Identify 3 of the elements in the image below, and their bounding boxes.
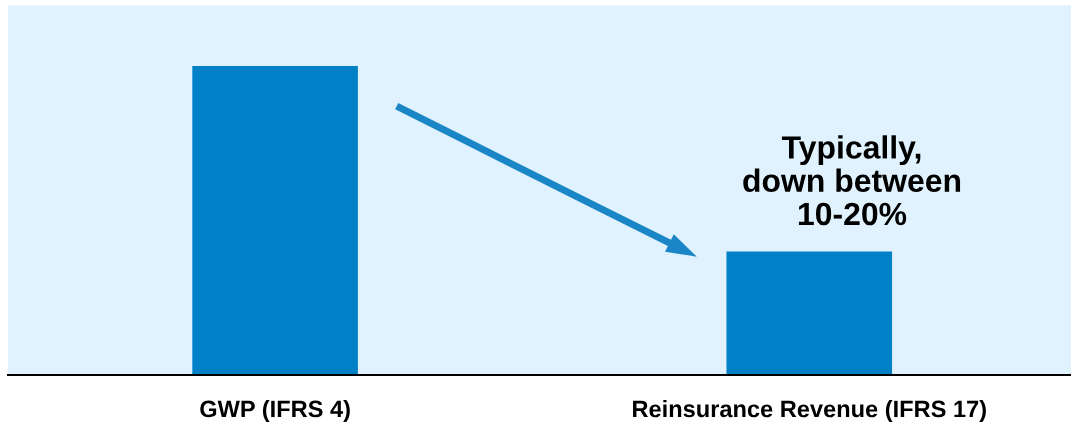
x-tick-label: Reinsurance Revenue (IFRS 17) (633, 399, 986, 422)
annotation: Typically, down between 10-20% (743, 135, 961, 226)
x-tick-label: GWP (IFRS 4) (200, 399, 350, 422)
